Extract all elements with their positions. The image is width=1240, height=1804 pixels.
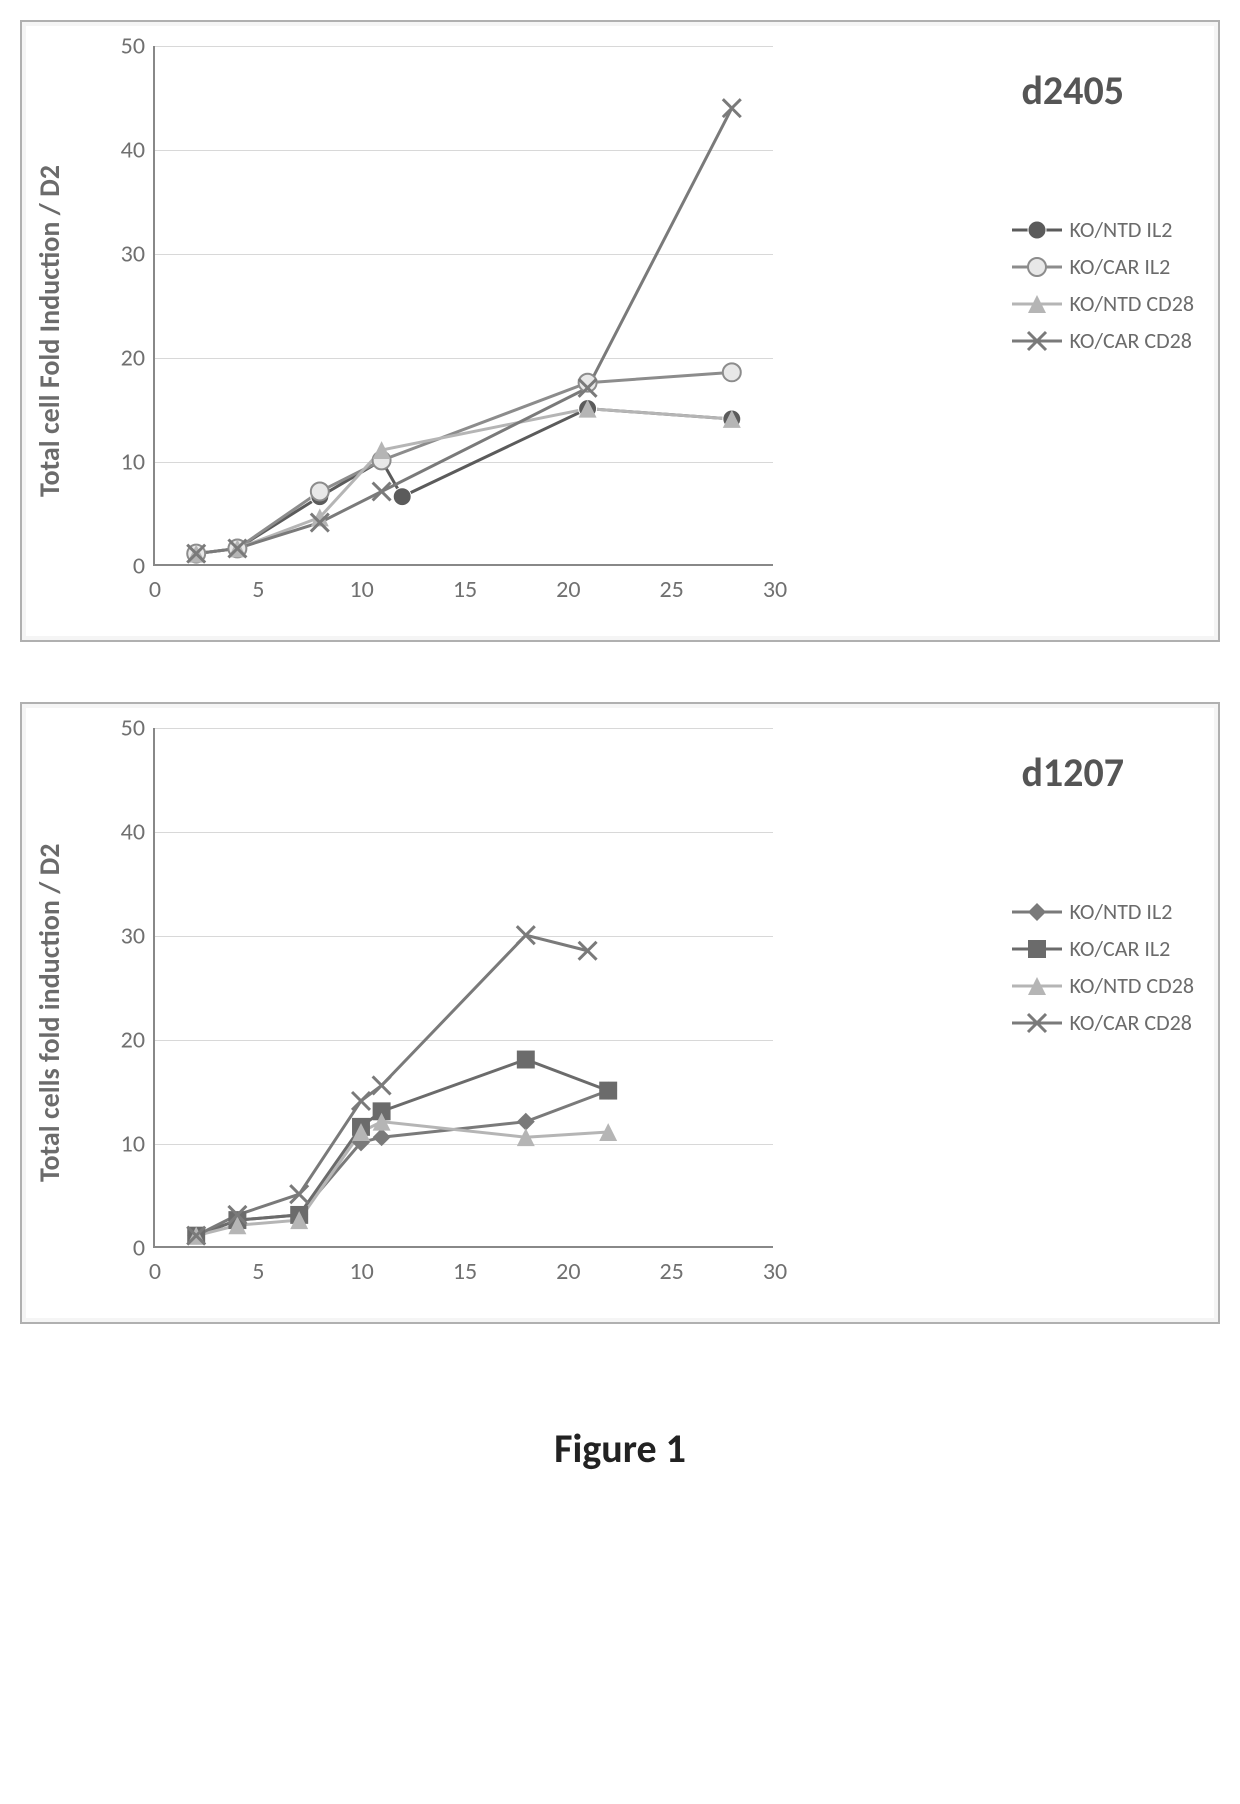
legend-label: KO/CAR CD28 xyxy=(1070,327,1192,354)
chart-panel-d2405: Total cell Fold Induction / D2 010203040… xyxy=(20,20,1220,642)
data-marker xyxy=(517,1051,535,1069)
series-line xyxy=(196,1091,608,1236)
data-marker xyxy=(393,488,411,506)
legend-label: KO/CAR CD28 xyxy=(1070,1009,1192,1036)
x-tick-label: 0 xyxy=(149,1257,161,1286)
x-tick-label: 10 xyxy=(349,575,373,604)
legend: KO/NTD IL2 KO/CAR IL2 KO/NTD CD28 KO/CAR… xyxy=(1012,888,1194,1046)
data-marker xyxy=(517,926,535,944)
x-tick-label: 20 xyxy=(556,575,580,604)
x-tick-label: 5 xyxy=(252,575,264,604)
y-tick-label: 0 xyxy=(95,552,145,581)
legend: KO/NTD IL2 KO/CAR IL2 KO/NTD CD28 KO/CAR… xyxy=(1012,206,1194,364)
figure-caption: Figure 1 xyxy=(20,1424,1220,1473)
series-line xyxy=(196,935,587,1235)
legend-label: KO/NTD CD28 xyxy=(1070,972,1194,999)
y-tick-label: 20 xyxy=(95,1026,145,1055)
legend-label: KO/CAR IL2 xyxy=(1070,935,1171,962)
data-marker xyxy=(373,1128,391,1146)
x-tick-label: 30 xyxy=(763,575,787,604)
data-marker xyxy=(599,1082,617,1100)
x-tick-label: 25 xyxy=(659,1257,683,1286)
data-marker xyxy=(373,483,391,501)
y-tick-label: 10 xyxy=(95,1130,145,1159)
y-tick-label: 40 xyxy=(95,136,145,165)
x-tick-label: 0 xyxy=(149,575,161,604)
legend-label: KO/CAR IL2 xyxy=(1070,253,1171,280)
y-tick-label: 30 xyxy=(95,240,145,269)
data-marker xyxy=(373,1076,391,1094)
y-axis-label: Total cell Fold Induction / D2 xyxy=(26,26,73,636)
data-marker xyxy=(517,1113,535,1131)
chart-title: d1207 xyxy=(1021,748,1124,797)
plot-area: 01020304050 051015202530 xyxy=(153,728,773,1248)
y-tick-label: 20 xyxy=(95,344,145,373)
data-marker xyxy=(352,1092,370,1110)
data-marker xyxy=(311,483,329,501)
x-tick-label: 15 xyxy=(453,1257,477,1286)
legend-item: KO/CAR CD28 xyxy=(1012,327,1194,354)
legend-item: KO/CAR IL2 xyxy=(1012,935,1194,962)
data-marker xyxy=(723,99,741,117)
data-marker xyxy=(723,363,741,381)
y-tick-label: 30 xyxy=(95,922,145,951)
legend-item: KO/CAR CD28 xyxy=(1012,1009,1194,1036)
legend-item: KO/NTD IL2 xyxy=(1012,898,1194,925)
legend-item: KO/NTD CD28 xyxy=(1012,290,1194,317)
x-tick-label: 15 xyxy=(453,575,477,604)
y-tick-label: 40 xyxy=(95,818,145,847)
y-tick-label: 50 xyxy=(95,32,145,61)
legend-item: KO/NTD IL2 xyxy=(1012,216,1194,243)
legend-label: KO/NTD IL2 xyxy=(1070,898,1173,925)
plot-area: 01020304050 051015202530 xyxy=(153,46,773,566)
data-marker xyxy=(290,1185,308,1203)
legend-label: KO/NTD CD28 xyxy=(1070,290,1194,317)
x-tick-label: 10 xyxy=(349,1257,373,1286)
y-tick-label: 10 xyxy=(95,448,145,477)
x-tick-label: 5 xyxy=(252,1257,264,1286)
legend-item: KO/NTD CD28 xyxy=(1012,972,1194,999)
x-tick-label: 20 xyxy=(556,1257,580,1286)
y-tick-label: 50 xyxy=(95,714,145,743)
y-tick-label: 0 xyxy=(95,1234,145,1263)
x-tick-label: 30 xyxy=(763,1257,787,1286)
data-marker xyxy=(579,942,597,960)
x-tick-label: 25 xyxy=(659,575,683,604)
legend-label: KO/NTD IL2 xyxy=(1070,216,1173,243)
series-line xyxy=(196,372,732,553)
series-line xyxy=(196,108,732,553)
chart-title: d2405 xyxy=(1021,66,1124,115)
legend-item: KO/CAR IL2 xyxy=(1012,253,1194,280)
chart-panel-d1207: Total cells fold induction / D2 01020304… xyxy=(20,702,1220,1324)
y-axis-label: Total cells fold induction / D2 xyxy=(26,708,73,1318)
